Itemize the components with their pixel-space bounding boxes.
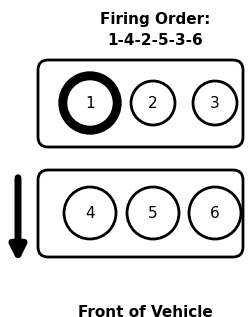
Text: 1-4-2-5-3-6: 1-4-2-5-3-6 xyxy=(107,33,202,48)
Circle shape xyxy=(131,81,174,125)
Text: 2: 2 xyxy=(148,95,157,111)
Text: Firing Order:: Firing Order: xyxy=(100,12,209,27)
Circle shape xyxy=(59,72,120,134)
Circle shape xyxy=(64,187,115,239)
Text: 3: 3 xyxy=(209,95,219,111)
FancyBboxPatch shape xyxy=(38,60,242,147)
Circle shape xyxy=(188,187,240,239)
FancyBboxPatch shape xyxy=(38,170,242,257)
Text: Front of Vehicle: Front of Vehicle xyxy=(77,305,211,317)
Text: 6: 6 xyxy=(209,205,219,221)
Text: 4: 4 xyxy=(85,205,94,221)
Circle shape xyxy=(68,81,112,125)
Text: 1: 1 xyxy=(85,95,94,111)
Text: 5: 5 xyxy=(148,205,157,221)
Circle shape xyxy=(127,187,178,239)
Circle shape xyxy=(192,81,236,125)
